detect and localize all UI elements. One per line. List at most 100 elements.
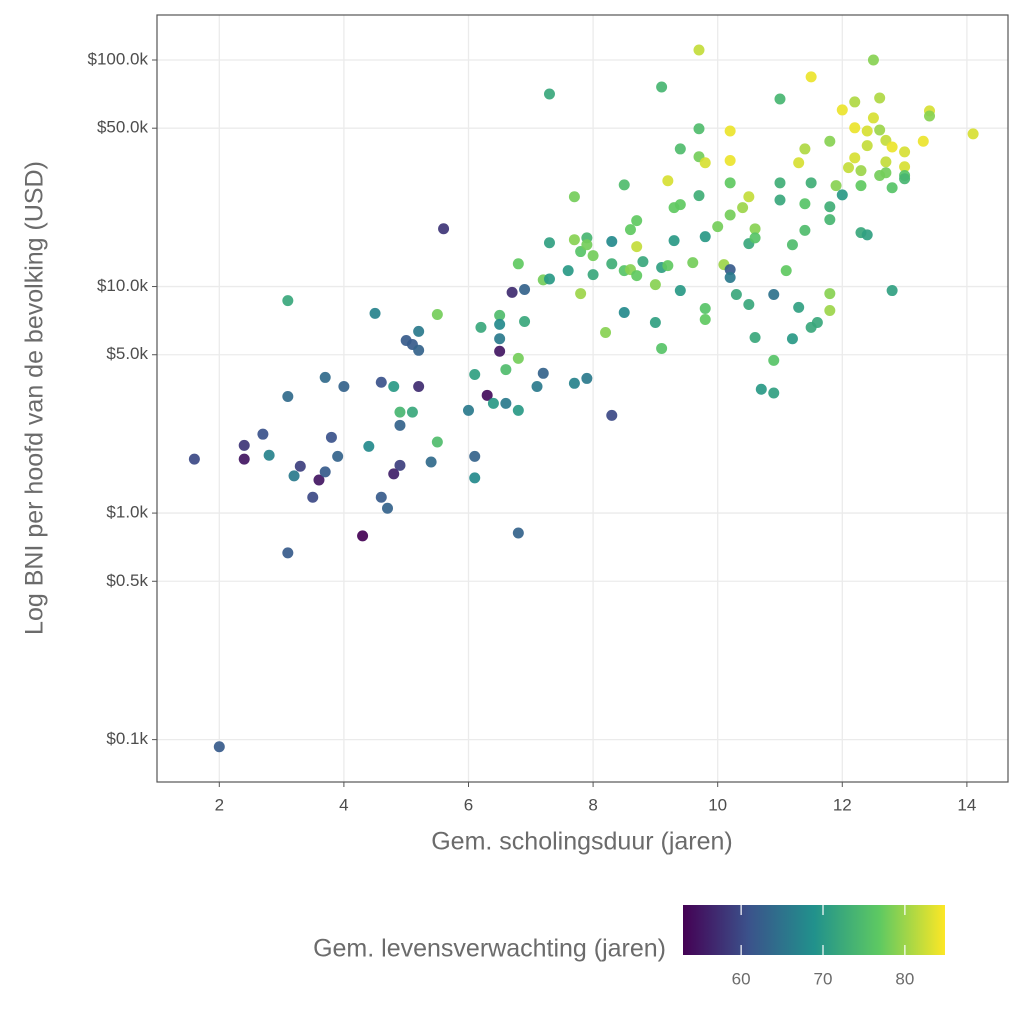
point	[668, 235, 680, 247]
point	[843, 162, 855, 174]
y-tick-label: $0.1k	[106, 729, 148, 748]
point	[674, 143, 686, 155]
point	[768, 354, 780, 366]
point	[500, 397, 512, 409]
point	[257, 428, 269, 440]
point	[924, 110, 936, 122]
x-tick-label: 2	[215, 795, 224, 814]
y-tick-label: $10.0k	[97, 276, 149, 295]
x-tick-label: 14	[957, 795, 976, 814]
point	[799, 224, 811, 236]
point	[568, 234, 580, 246]
point	[649, 316, 661, 328]
point	[481, 389, 493, 401]
point	[724, 272, 736, 284]
point	[413, 344, 425, 356]
point	[375, 376, 387, 388]
point	[805, 71, 817, 83]
point	[799, 143, 811, 155]
point	[687, 257, 699, 269]
panel-border	[156, 14, 1009, 783]
point	[774, 177, 786, 189]
point	[786, 239, 798, 251]
point	[606, 258, 618, 270]
point	[512, 258, 524, 270]
colorbar-tick-label: 80	[895, 969, 914, 988]
point	[425, 456, 437, 468]
point	[369, 307, 381, 319]
point	[917, 135, 929, 147]
point	[512, 527, 524, 539]
point	[730, 289, 742, 301]
point	[469, 369, 481, 381]
point	[649, 279, 661, 291]
point	[662, 175, 674, 187]
point	[824, 135, 836, 147]
legend-title: Gem. levensverwachting (jaren)	[313, 935, 666, 963]
point	[325, 431, 337, 443]
point	[618, 179, 630, 191]
point	[774, 194, 786, 206]
point	[263, 449, 275, 461]
point	[880, 167, 892, 179]
point	[469, 472, 481, 484]
point	[749, 223, 761, 235]
colorbar-tick-label: 60	[732, 969, 751, 988]
point	[805, 177, 817, 189]
point	[388, 381, 400, 393]
y-tick-label: $50.0k	[97, 118, 149, 137]
point	[581, 239, 593, 251]
point	[282, 391, 294, 403]
point	[494, 309, 506, 321]
point	[656, 81, 668, 93]
point	[500, 364, 512, 376]
point	[282, 547, 294, 559]
point	[793, 301, 805, 313]
point	[357, 530, 369, 542]
point	[512, 404, 524, 416]
point	[213, 741, 225, 753]
point	[618, 307, 630, 319]
point	[363, 440, 375, 452]
point	[581, 372, 593, 384]
point	[811, 316, 823, 328]
point	[824, 214, 836, 226]
x-axis-title: Gem. scholingsduur (jaren)	[431, 828, 733, 856]
point	[793, 157, 805, 169]
point	[394, 459, 406, 471]
point	[413, 381, 425, 393]
point	[394, 406, 406, 418]
point	[867, 54, 879, 66]
point	[531, 381, 543, 393]
point	[849, 152, 861, 164]
point	[406, 406, 418, 418]
point	[824, 288, 836, 300]
point	[662, 260, 674, 272]
point	[799, 198, 811, 210]
point	[899, 173, 911, 185]
point	[338, 381, 350, 393]
point	[967, 128, 979, 140]
y-axis-title: Log BNI per hoofd van de bevolking (USD)	[21, 161, 49, 635]
point	[855, 180, 867, 192]
point	[543, 273, 555, 285]
point	[307, 491, 319, 503]
point	[874, 124, 886, 136]
y-tick-label: $100.0k	[88, 49, 149, 68]
point	[188, 453, 200, 465]
point	[724, 177, 736, 189]
point	[568, 191, 580, 203]
y-tick-label: $0.5k	[106, 571, 148, 590]
point	[861, 140, 873, 152]
point	[749, 331, 761, 343]
point	[512, 352, 524, 364]
point	[737, 202, 749, 214]
point	[543, 237, 555, 249]
point	[624, 224, 636, 236]
point	[712, 221, 724, 233]
colorbar-tick-label: 70	[814, 969, 833, 988]
point	[724, 125, 736, 137]
point	[631, 241, 643, 253]
point	[238, 439, 250, 451]
